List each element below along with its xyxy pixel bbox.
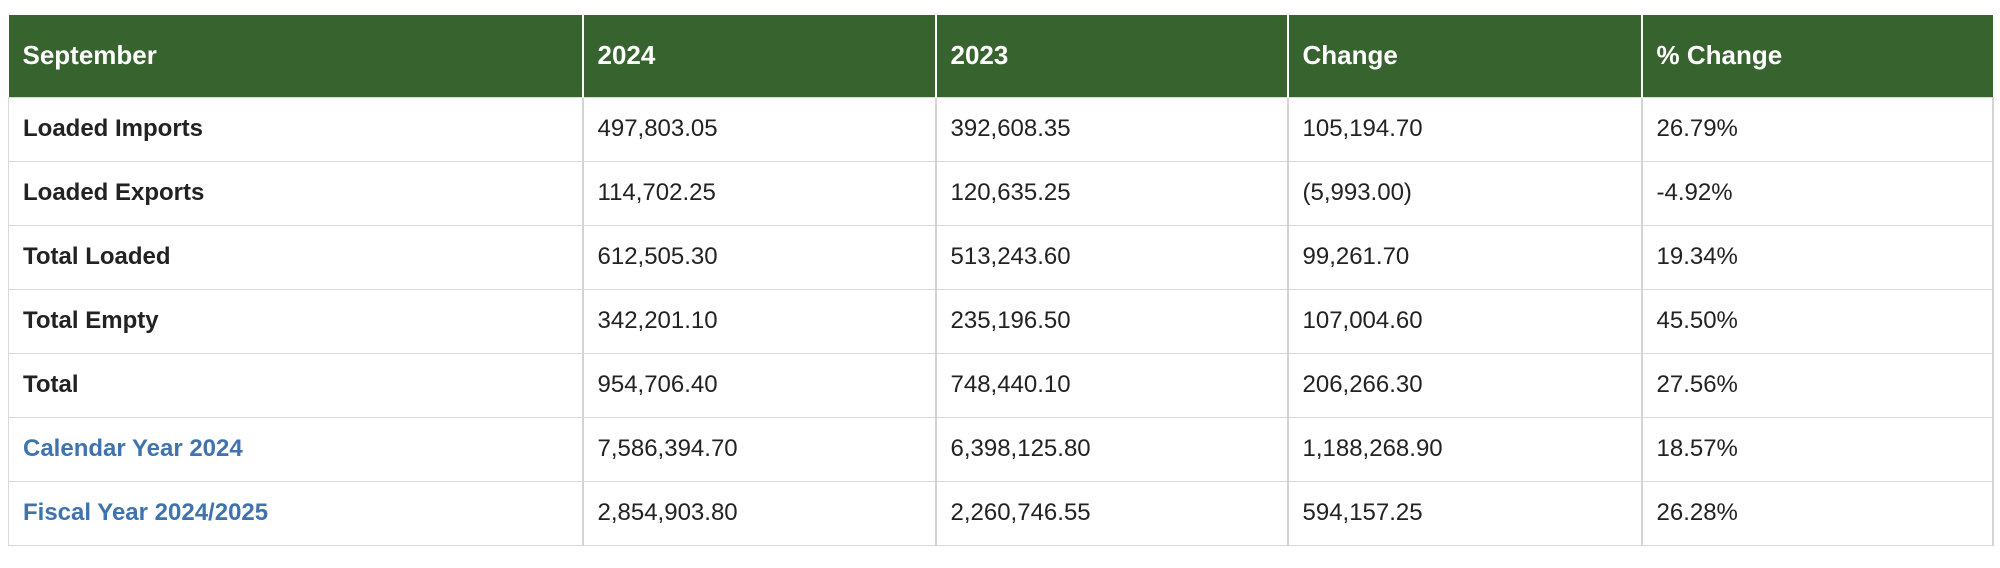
teu-statistics-table: September 2024 2023 Change % Change Load… xyxy=(8,15,1994,546)
row-label-loaded-imports: Loaded Imports xyxy=(8,96,584,162)
header-year-current: 2024 xyxy=(582,15,937,97)
table-body: Loaded Imports 497,803.05 392,608.35 105… xyxy=(8,96,1994,546)
cell-change: 99,261.70 xyxy=(1287,224,1643,290)
cell-2024: 612,505.30 xyxy=(582,224,937,290)
cell-percent-change: 26.28% xyxy=(1641,480,1994,546)
table-row: Total 954,706.40 748,440.10 206,266.30 2… xyxy=(8,352,1994,418)
cell-percent-change: 27.56% xyxy=(1641,352,1994,418)
cell-2024: 114,702.25 xyxy=(582,160,937,226)
cell-2023: 513,243.60 xyxy=(935,224,1289,290)
cell-change: 206,266.30 xyxy=(1287,352,1643,418)
cell-percent-change: 18.57% xyxy=(1641,416,1994,482)
cell-percent-change: 19.34% xyxy=(1641,224,1994,290)
table-row: Total Loaded 612,505.30 513,243.60 99,26… xyxy=(8,224,1994,290)
table-row: Loaded Exports 114,702.25 120,635.25 (5,… xyxy=(8,160,1994,226)
row-link-calendar-year[interactable]: Calendar Year 2024 xyxy=(8,416,584,482)
header-row: September 2024 2023 Change % Change xyxy=(8,15,1993,97)
header-year-previous: 2023 xyxy=(935,15,1289,97)
row-label-total-loaded: Total Loaded xyxy=(8,224,584,290)
teu-statistics-table-wrapper: September 2024 2023 Change % Change Load… xyxy=(8,15,1994,546)
cell-2023: 2,260,746.55 xyxy=(935,480,1289,546)
table-row: Fiscal Year 2024/2025 2,854,903.80 2,260… xyxy=(8,480,1994,546)
table-header: September 2024 2023 Change % Change xyxy=(8,15,1993,97)
cell-change: (5,993.00) xyxy=(1287,160,1643,226)
cell-2023: 392,608.35 xyxy=(935,96,1289,162)
cell-percent-change: 45.50% xyxy=(1641,288,1994,354)
cell-2023: 6,398,125.80 xyxy=(935,416,1289,482)
cell-2023: 748,440.10 xyxy=(935,352,1289,418)
cell-2024: 2,854,903.80 xyxy=(582,480,937,546)
cell-change: 1,188,268.90 xyxy=(1287,416,1643,482)
cell-change: 594,157.25 xyxy=(1287,480,1643,546)
cell-percent-change: 26.79% xyxy=(1641,96,1994,162)
row-label-total: Total xyxy=(8,352,584,418)
cell-2024: 342,201.10 xyxy=(582,288,937,354)
cell-change: 105,194.70 xyxy=(1287,96,1643,162)
cell-2024: 954,706.40 xyxy=(582,352,937,418)
cell-2023: 235,196.50 xyxy=(935,288,1289,354)
header-month: September xyxy=(8,15,584,97)
table-row: Total Empty 342,201.10 235,196.50 107,00… xyxy=(8,288,1994,354)
table-row: Calendar Year 2024 7,586,394.70 6,398,12… xyxy=(8,416,1994,482)
cell-2024: 7,586,394.70 xyxy=(582,416,937,482)
cell-change: 107,004.60 xyxy=(1287,288,1643,354)
row-link-fiscal-year[interactable]: Fiscal Year 2024/2025 xyxy=(8,480,584,546)
row-label-loaded-exports: Loaded Exports xyxy=(8,160,584,226)
cell-2023: 120,635.25 xyxy=(935,160,1289,226)
row-label-total-empty: Total Empty xyxy=(8,288,584,354)
cell-percent-change: -4.92% xyxy=(1641,160,1994,226)
header-percent-change: % Change xyxy=(1641,15,1993,97)
table-row: Loaded Imports 497,803.05 392,608.35 105… xyxy=(8,96,1994,162)
cell-2024: 497,803.05 xyxy=(582,96,937,162)
header-change: Change xyxy=(1287,15,1643,97)
